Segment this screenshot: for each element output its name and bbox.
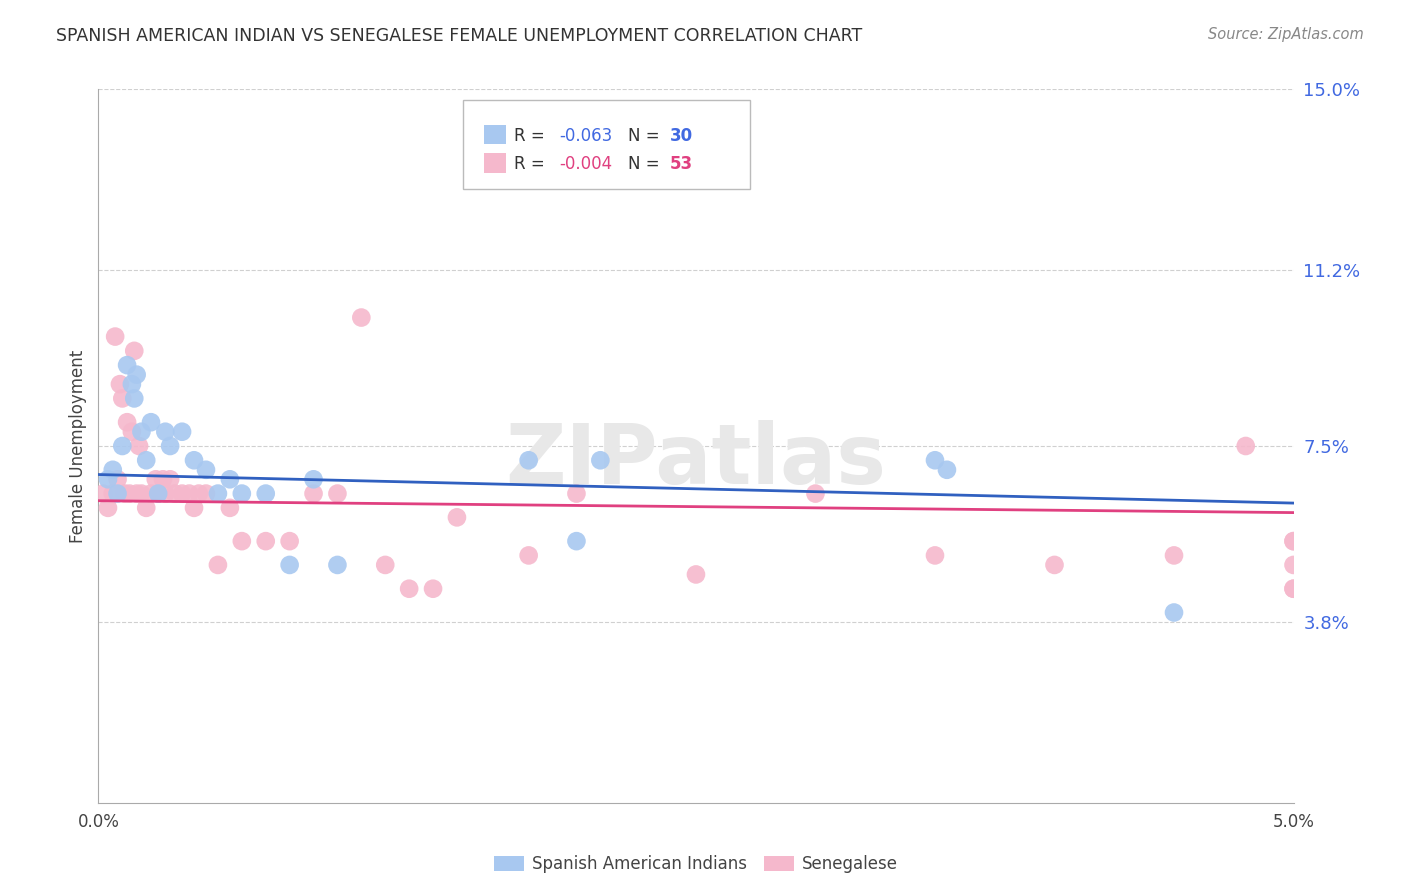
Text: SPANISH AMERICAN INDIAN VS SENEGALESE FEMALE UNEMPLOYMENT CORRELATION CHART: SPANISH AMERICAN INDIAN VS SENEGALESE FE… [56, 27, 862, 45]
Point [207, 558, 229, 572]
Point [231, 486, 253, 500]
Point [936, 463, 959, 477]
Point [124, 343, 146, 358]
Point [131, 425, 153, 439]
FancyBboxPatch shape [485, 125, 506, 145]
Point [107, 472, 129, 486]
Point [302, 472, 325, 486]
Point [131, 486, 153, 500]
Point [183, 500, 205, 515]
Point [125, 368, 148, 382]
Point [148, 486, 170, 500]
Point [121, 425, 143, 439]
Point [125, 486, 148, 500]
Point [517, 453, 540, 467]
Point [97, 500, 120, 515]
Point [115, 415, 138, 429]
Point [374, 558, 396, 572]
Point [163, 486, 186, 500]
Point [115, 358, 138, 372]
Point [107, 486, 129, 500]
Point [565, 486, 588, 500]
Point [195, 486, 218, 500]
Point [254, 486, 277, 500]
Point [187, 486, 209, 500]
Point [159, 472, 181, 486]
Point [1282, 558, 1305, 572]
Point [101, 486, 124, 500]
Point [1282, 534, 1305, 549]
Point [565, 534, 588, 549]
Point [97, 472, 120, 486]
Point [1282, 534, 1305, 549]
Text: N =: N = [628, 127, 665, 145]
Point [108, 377, 131, 392]
Point [1163, 606, 1185, 620]
Point [111, 439, 134, 453]
Point [145, 472, 167, 486]
Point [326, 486, 349, 500]
Point [152, 472, 174, 486]
Text: -0.004: -0.004 [560, 155, 613, 173]
Point [139, 415, 162, 429]
Point [148, 486, 170, 500]
Point [139, 486, 162, 500]
Point [1282, 582, 1305, 596]
Point [159, 439, 181, 453]
Point [1163, 549, 1185, 563]
Text: R =: R = [515, 155, 550, 173]
Point [685, 567, 707, 582]
Point [302, 486, 325, 500]
Point [118, 486, 141, 500]
Point [128, 439, 150, 453]
Point [398, 582, 420, 596]
Point [1282, 582, 1305, 596]
Point [804, 486, 827, 500]
Point [278, 558, 301, 572]
FancyBboxPatch shape [463, 100, 749, 189]
Point [101, 463, 124, 477]
Text: Source: ZipAtlas.com: Source: ZipAtlas.com [1208, 27, 1364, 42]
Point [231, 534, 253, 549]
Point [924, 549, 946, 563]
Point [422, 582, 444, 596]
Point [124, 392, 146, 406]
Point [589, 453, 612, 467]
Point [1043, 558, 1066, 572]
Point [172, 486, 194, 500]
Point [219, 500, 242, 515]
Y-axis label: Female Unemployment: Female Unemployment [69, 350, 87, 542]
Point [155, 425, 177, 439]
Point [121, 377, 143, 392]
Text: N =: N = [628, 155, 665, 173]
Point [278, 534, 301, 549]
Point [207, 486, 229, 500]
Point [179, 486, 201, 500]
Point [111, 392, 134, 406]
Point [350, 310, 373, 325]
Point [91, 486, 114, 500]
Point [326, 558, 349, 572]
Point [114, 486, 136, 500]
Point [517, 549, 540, 563]
Point [219, 472, 242, 486]
Point [446, 510, 468, 524]
Point [183, 453, 205, 467]
FancyBboxPatch shape [485, 153, 506, 173]
Point [1234, 439, 1257, 453]
Point [155, 486, 177, 500]
Text: ZIPatlas: ZIPatlas [506, 420, 886, 500]
Point [254, 534, 277, 549]
Point [195, 463, 218, 477]
Legend: Spanish American Indians, Senegalese: Spanish American Indians, Senegalese [486, 849, 905, 880]
Point [135, 500, 157, 515]
Text: -0.063: -0.063 [560, 127, 613, 145]
Text: 30: 30 [669, 127, 693, 145]
Text: 53: 53 [669, 155, 693, 173]
Text: R =: R = [515, 127, 550, 145]
Point [135, 453, 157, 467]
Point [924, 453, 946, 467]
Point [172, 425, 194, 439]
Point [104, 329, 127, 343]
